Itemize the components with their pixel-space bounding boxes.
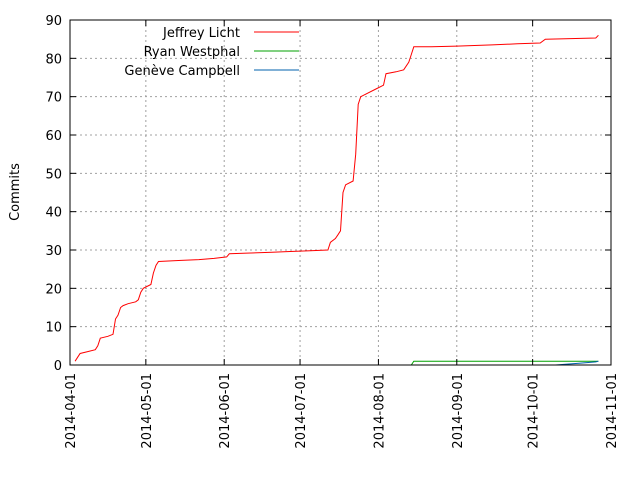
y-tick-label: 60 bbox=[45, 129, 62, 144]
y-axis-label: Commits bbox=[8, 163, 23, 221]
x-tick-label: 2014-05-01 bbox=[140, 373, 155, 449]
y-tick-label: 90 bbox=[45, 14, 62, 29]
grid-layer bbox=[70, 20, 611, 365]
y-tick-label: 40 bbox=[45, 206, 62, 221]
legend-label: Genève Campbell bbox=[124, 64, 240, 79]
y-tick-label: 80 bbox=[45, 52, 62, 67]
x-tick-label: 2014-04-01 bbox=[64, 373, 79, 449]
legend-label: Jeffrey Licht bbox=[162, 26, 240, 41]
series-layer bbox=[74, 34, 599, 366]
x-tick-label: 2014-06-01 bbox=[218, 373, 233, 449]
legend: Jeffrey Licht Ryan Westphal Genève Campbel… bbox=[124, 26, 299, 79]
x-tick-label: 2014-11-01 bbox=[605, 373, 620, 449]
y-tick-label: 30 bbox=[45, 244, 62, 259]
plot-frame bbox=[69, 19, 612, 366]
series-line-1 bbox=[74, 34, 599, 362]
legend-label: Ryan Westphal bbox=[144, 45, 240, 60]
y-tick-label: 70 bbox=[45, 91, 62, 106]
x-tick-label: 2014-10-01 bbox=[527, 373, 542, 449]
y-tick-label: 50 bbox=[45, 167, 62, 182]
y-tick-label: 10 bbox=[45, 321, 62, 336]
series-line-2 bbox=[410, 360, 599, 366]
x-tick-label: 2014-07-01 bbox=[294, 373, 309, 449]
y-tick-label: 0 bbox=[54, 359, 62, 374]
x-axis-ticks: 2014-04-01 2014-05-01 2014-06-01 2014-07-01… bbox=[64, 20, 620, 449]
x-tick-label: 2014-08-01 bbox=[372, 373, 387, 449]
y-tick-label: 20 bbox=[45, 282, 62, 297]
series-line-3 bbox=[555, 360, 599, 366]
x-tick-label: 2014-09-01 bbox=[451, 373, 466, 449]
y-axis-ticks: 0 10 20 30 40 50 60 70 80 90 bbox=[45, 14, 611, 374]
